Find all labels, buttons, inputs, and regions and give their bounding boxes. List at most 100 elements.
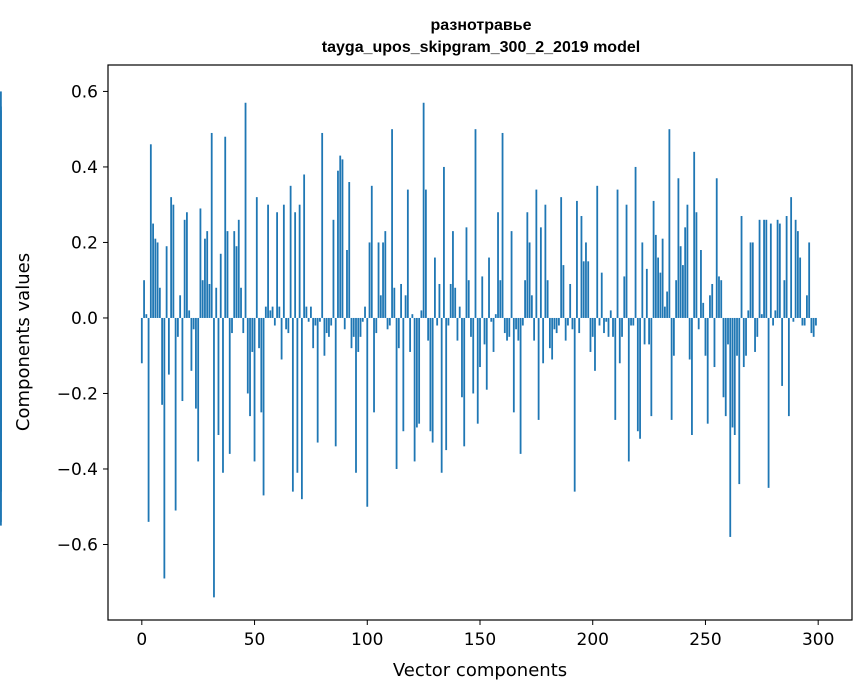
bar [436,317,439,326]
bar [431,317,434,443]
bar [751,242,754,318]
bar [427,317,430,341]
bar [201,280,204,318]
bar [630,317,632,326]
bar [215,287,218,318]
bar [310,306,312,318]
bar [612,317,614,337]
bar [670,317,673,420]
bar [397,317,400,349]
bar [785,216,788,318]
bar [458,306,461,318]
bar [494,314,497,318]
bar [736,317,738,356]
bar [452,231,454,318]
bar [609,310,612,318]
bar [722,317,725,398]
bar [251,317,254,352]
bar [548,317,551,349]
bar [233,231,236,318]
bar [368,242,371,318]
y-tick-label: −0.4 [57,460,98,480]
bar [273,317,276,326]
bar [803,317,806,326]
bar [246,317,249,394]
bar [163,317,166,579]
bar [154,238,157,318]
bar [176,317,179,337]
bar [715,178,718,318]
bar [763,219,765,318]
bar [319,317,321,322]
bar [140,317,143,364]
bar [539,227,542,318]
bar [589,317,592,352]
bar [325,317,328,334]
bar [264,306,267,318]
bar [578,317,581,334]
x-tick-label: 200 [577,630,609,650]
bar [778,223,781,318]
bar [758,219,761,318]
bar [0,317,2,462]
bar [470,317,472,337]
bar [697,317,700,330]
bar [204,238,206,318]
bar [515,317,517,330]
bar [661,238,664,318]
bar [422,102,425,318]
bar [616,189,619,318]
bar [269,310,272,318]
bar [555,317,558,334]
bar [490,317,493,322]
bar [467,280,470,318]
bar [767,317,770,488]
bar [379,295,382,318]
bar [199,208,202,318]
bar [700,250,702,318]
bar [530,295,533,318]
bar [183,219,186,318]
bar [181,317,184,402]
bar [641,242,644,318]
bar [289,185,292,318]
bar [409,317,412,352]
bar [632,317,635,326]
bar [742,317,745,368]
bar [474,129,477,318]
bar [226,231,229,318]
bar [328,317,330,337]
bar [278,306,281,318]
bar [235,246,238,318]
bar [634,166,637,318]
bar [535,189,538,318]
bar [749,242,752,318]
y-tick-label: 0.6 [71,82,98,102]
bar [621,317,623,337]
bar [745,317,747,356]
bar [600,272,603,318]
bar [765,219,768,318]
bar [546,280,549,318]
bar [418,317,421,424]
bar [271,306,274,318]
bar [404,295,407,318]
bar [718,276,720,318]
bar [260,317,263,413]
bar [337,170,339,318]
bar [704,317,707,356]
y-axis: −0.6 −0.4 −0.2 0.0 0.2 0.4 0.6 [57,82,108,555]
bar [463,317,466,447]
bar [544,204,547,318]
bar [794,219,797,318]
bar [415,317,418,428]
bar [424,189,427,318]
x-tick-label: 150 [464,630,496,650]
bar [551,317,554,360]
bar [499,280,502,318]
bar [224,136,227,318]
bar [276,212,278,318]
bar [262,317,265,496]
bar [339,155,342,318]
chart-subtitle: tayga_upos_skipgram_300_2_2019 model [322,39,640,56]
